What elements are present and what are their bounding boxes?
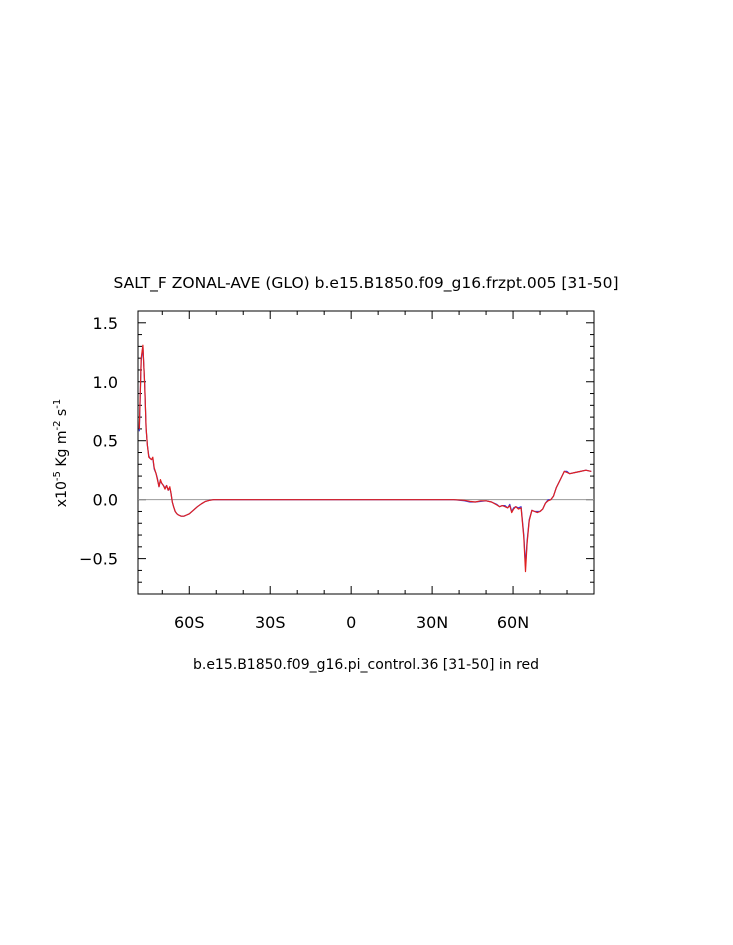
y-tick-label: 1.0: [93, 373, 118, 392]
y-axis-label-prefix: x10: [54, 481, 70, 507]
axis-ticks: [138, 310, 594, 595]
y-axis-label-exp3: -1: [52, 399, 63, 409]
x-tick-label: 30S: [255, 613, 286, 632]
chart-subtitle: b.e15.B1850.f09_g16.pi_control.36 [31-50…: [193, 657, 539, 673]
y-axis-label-units2: s: [54, 409, 70, 421]
plot-frame: [137, 310, 595, 595]
series-group: [138, 344, 592, 573]
y-tick-label: 0.0: [93, 491, 118, 510]
y-tick-label: −0.5: [79, 550, 118, 569]
y-axis-label-units: Kg m: [54, 431, 70, 472]
series-line-1: [138, 344, 592, 573]
x-tick-label: 30N: [416, 613, 448, 632]
y-tick-label: 0.5: [93, 432, 118, 451]
y-axis-label-exp1: -5: [52, 471, 63, 481]
y-axis-label-exp2: -2: [52, 421, 63, 431]
y-axis-label: x10-5 Kg m-2 s-1: [52, 399, 70, 507]
y-tick-label: 1.5: [93, 314, 118, 333]
x-tick-label: 60N: [497, 613, 529, 632]
chart-title: SALT_F ZONAL-AVE (GLO) b.e15.B1850.f09_g…: [113, 274, 618, 293]
plot-border: [137, 310, 595, 595]
tick-labels: 1.5 1.0 0.5 0.0 −0.5 60S 30S 0 30N 60N: [79, 314, 529, 632]
x-tick-label: 0: [346, 613, 356, 632]
x-tick-label: 60S: [174, 613, 205, 632]
